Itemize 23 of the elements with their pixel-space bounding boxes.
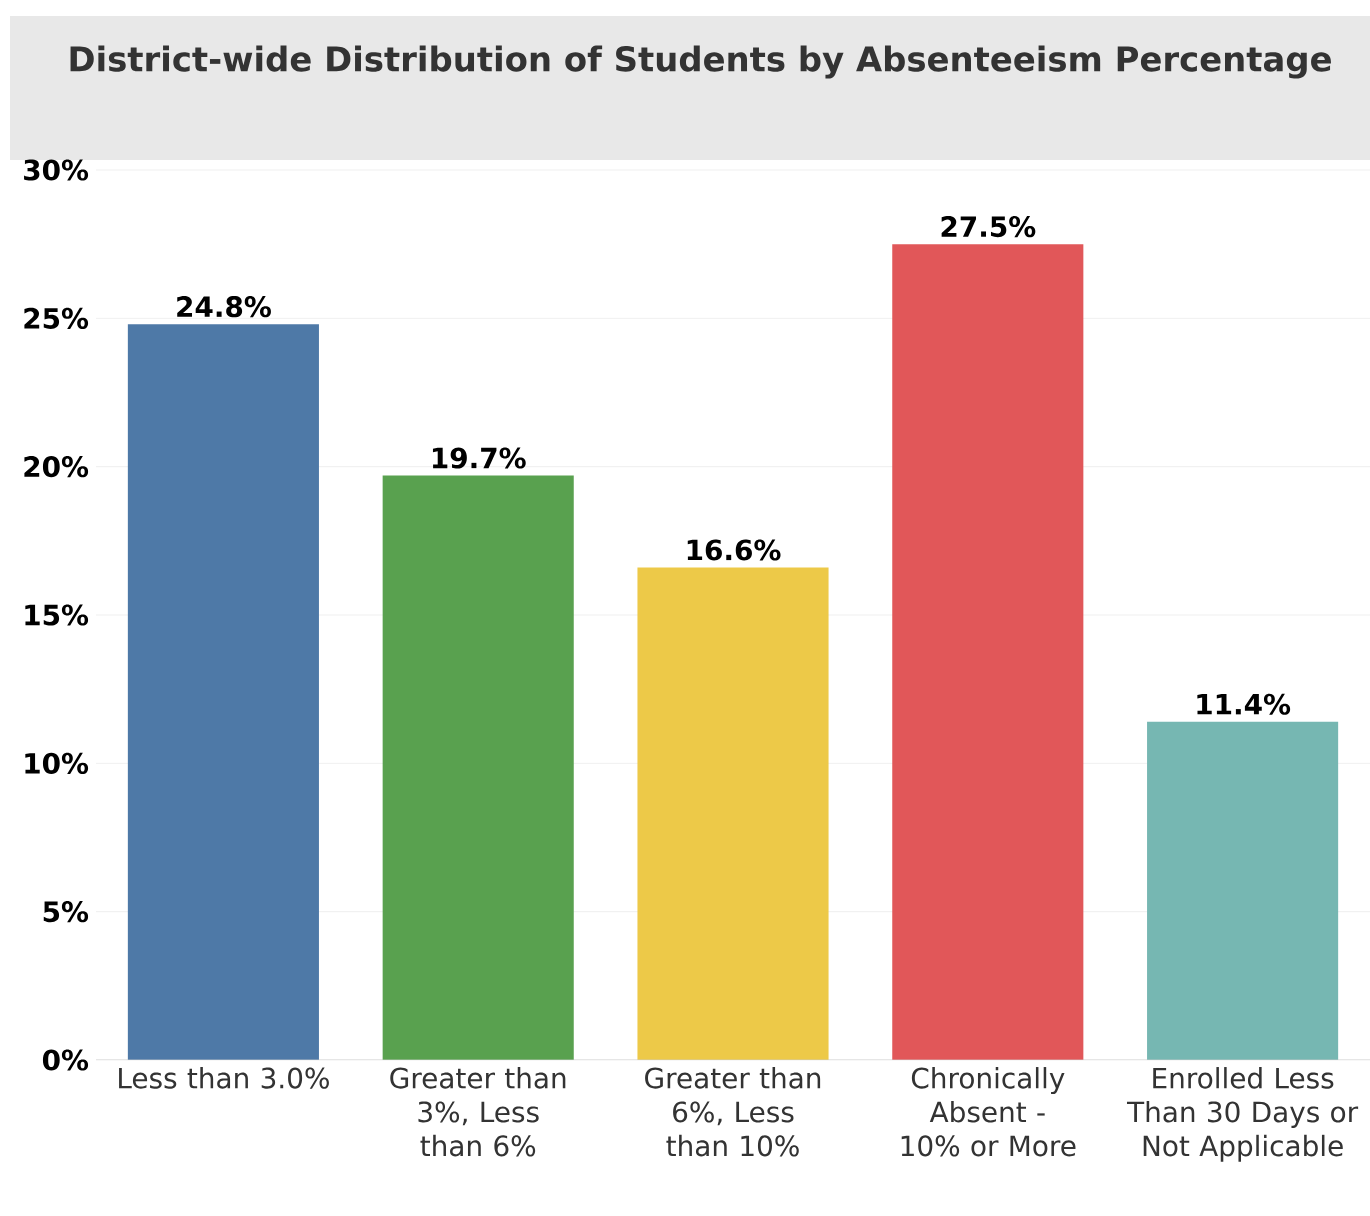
y-tick-label: 0%: [42, 1049, 89, 1071]
bar: [382, 475, 574, 1060]
y-tick-label: 5%: [43, 901, 89, 923]
data-label: 24.8%: [177, 296, 271, 318]
y-tick-label: 20%: [24, 456, 89, 478]
chart-title: District-wide Distribution of Students by Absenteeism Percentage: [70, 45, 1331, 79]
x-tick-label: Chronically Absent - 10% or More: [901, 1067, 1076, 1157]
data-label: 11.4%: [1197, 693, 1291, 715]
x-tick-label: Greater than 6%, Less than 10%: [645, 1067, 821, 1157]
data-label: 16.6%: [687, 539, 781, 561]
x-tick-label: Greater than 3%, Less than 6%: [390, 1067, 566, 1157]
y-tick-label: 30%: [24, 159, 89, 181]
y-tick-label: 15%: [25, 604, 89, 626]
x-tick-label: Less than 3.0%: [119, 1067, 329, 1089]
y-tick-label: 10%: [25, 752, 89, 774]
data-label: 27.5%: [941, 216, 1036, 238]
bar: [1147, 721, 1339, 1060]
bar: [892, 244, 1084, 1060]
y-tick-label: 25%: [24, 307, 89, 329]
data-label: 19.7%: [432, 447, 526, 469]
x-tick-label: Enrolled Less Than 30 Days or Not Applicable: [1126, 1067, 1359, 1162]
bar: [637, 567, 829, 1060]
bar: [127, 324, 319, 1060]
